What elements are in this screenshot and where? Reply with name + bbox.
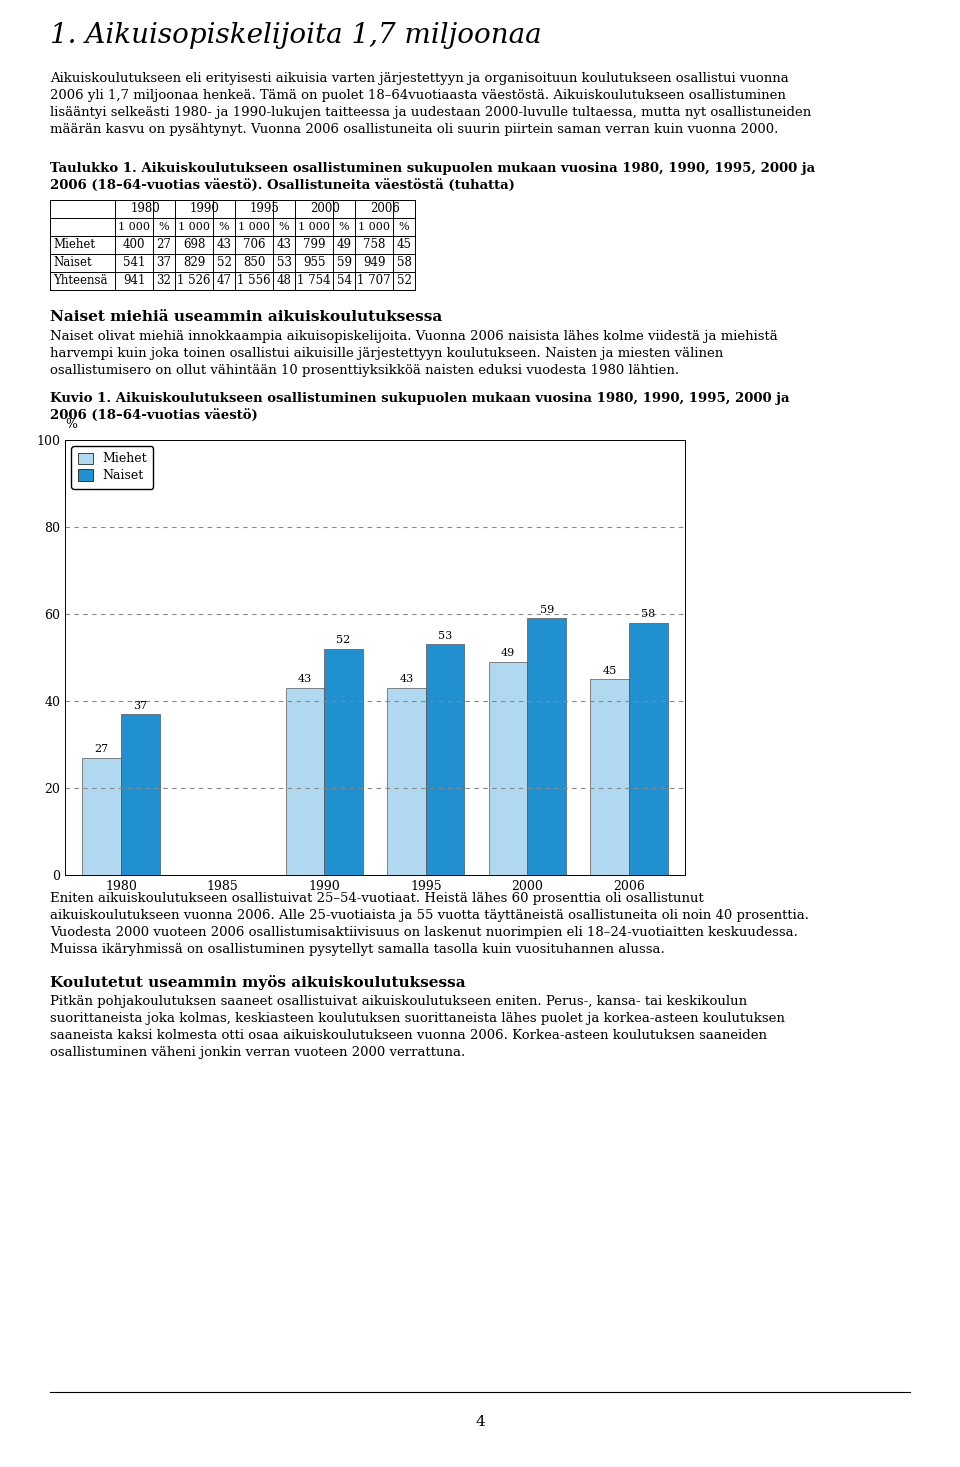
Text: 850: 850 [243, 257, 265, 270]
Text: %: % [339, 222, 349, 232]
Text: 52: 52 [396, 274, 412, 288]
Text: 4: 4 [475, 1416, 485, 1429]
Text: 758: 758 [363, 239, 385, 251]
Text: 706: 706 [243, 239, 265, 251]
Text: 53: 53 [276, 257, 292, 270]
Text: 829: 829 [182, 257, 205, 270]
Text: 1. Aikuisopiskelijoita 1,7 miljoonaa: 1. Aikuisopiskelijoita 1,7 miljoonaa [50, 22, 541, 48]
Text: 54: 54 [337, 274, 351, 288]
Text: Kuvio 1. Aikuiskoulutukseen osallistuminen sukupuolen mukaan vuosina 1980, 1990,: Kuvio 1. Aikuiskoulutukseen osallistumin… [50, 392, 789, 405]
Text: 49: 49 [501, 648, 516, 659]
Text: 2006: 2006 [370, 202, 400, 216]
Text: 27: 27 [94, 744, 108, 754]
Text: 1995: 1995 [250, 202, 280, 216]
Text: 1 000: 1 000 [178, 222, 210, 232]
Text: 1 000: 1 000 [298, 222, 330, 232]
Text: 1980: 1980 [131, 202, 160, 216]
Bar [83, 757, 121, 874]
Text: Pitkän pohjakoulutuksen saaneet osallistuivat aikuiskoulutukseen eniten. Perus-,: Pitkän pohjakoulutuksen saaneet osallist… [50, 995, 747, 1008]
Text: %: % [158, 222, 169, 232]
Text: 955: 955 [302, 257, 325, 270]
Text: Aikuiskoulutukseen eli erityisesti aikuisia varten järjestettyyn ja organisoituu: Aikuiskoulutukseen eli erityisesti aikui… [50, 72, 789, 85]
Text: osallistumisero on ollut vähintään 10 prosenttiyksikköä naisten eduksi vuodesta : osallistumisero on ollut vähintään 10 pr… [50, 364, 679, 377]
Text: 1 000: 1 000 [118, 222, 150, 232]
Text: lisääntyi selkeästi 1980- ja 1990-lukujen taitteessa ja uudestaan 2000-luvulle t: lisääntyi selkeästi 1980- ja 1990-lukuje… [50, 106, 811, 119]
Text: 27: 27 [156, 239, 172, 251]
Text: Yhteensä: Yhteensä [53, 274, 108, 288]
Text: 1990: 1990 [190, 202, 220, 216]
Text: 698: 698 [182, 239, 205, 251]
Bar [387, 688, 426, 874]
Text: saaneista kaksi kolmesta otti osaa aikuiskoulutukseen vuonna 2006. Korkea-asteen: saaneista kaksi kolmesta otti osaa aikui… [50, 1028, 767, 1042]
Text: määrän kasvu on pysähtynyt. Vuonna 2006 osallistuneita oli suurin piirtein saman: määrän kasvu on pysähtynyt. Vuonna 2006 … [50, 123, 779, 136]
Bar [590, 679, 629, 874]
Text: 52: 52 [217, 257, 231, 270]
Text: Taulukko 1. Aikuiskoulutukseen osallistuminen sukupuolen mukaan vuosina 1980, 19: Taulukko 1. Aikuiskoulutukseen osallistu… [50, 161, 815, 175]
Text: 58: 58 [641, 609, 656, 619]
Text: 541: 541 [123, 257, 145, 270]
Text: 2006 (18–64-vuotias väestö). Osallistuneita väestöstä (tuhatta): 2006 (18–64-vuotias väestö). Osallistune… [50, 179, 515, 192]
Text: 58: 58 [396, 257, 412, 270]
Text: 799: 799 [302, 239, 325, 251]
Text: Muissa ikäryhmissä on osallistuminen pysytellyt samalla tasolla kuin vuosituhann: Muissa ikäryhmissä on osallistuminen pys… [50, 943, 664, 956]
Text: 1 556: 1 556 [237, 274, 271, 288]
Text: 52: 52 [336, 635, 350, 645]
Text: Naiset: Naiset [53, 257, 91, 270]
Text: 47: 47 [217, 274, 231, 288]
Text: Eniten aikuiskoulutukseen osallistuivat 25–54-vuotiaat. Heistä lähes 60 prosentt: Eniten aikuiskoulutukseen osallistuivat … [50, 892, 704, 905]
Text: 49: 49 [337, 239, 351, 251]
Bar [527, 619, 566, 874]
Text: Vuodesta 2000 vuoteen 2006 osallistumisaktiivisuus on laskenut nuorimpien eli 18: Vuodesta 2000 vuoteen 2006 osallistumisa… [50, 926, 798, 939]
Text: 43: 43 [217, 239, 231, 251]
Text: 43: 43 [298, 675, 312, 685]
Text: 2006 (18–64-vuotias väestö): 2006 (18–64-vuotias väestö) [50, 409, 257, 422]
Text: Miehet: Miehet [53, 239, 95, 251]
Text: 43: 43 [399, 675, 414, 685]
Bar [324, 648, 363, 874]
Text: 400: 400 [123, 239, 145, 251]
Text: 48: 48 [276, 274, 292, 288]
Text: harvempi kuin joka toinen osallistui aikuisille järjestettyyn koulutukseen. Nais: harvempi kuin joka toinen osallistui aik… [50, 348, 723, 359]
Bar [489, 662, 527, 874]
Text: 1 707: 1 707 [357, 274, 391, 288]
Text: 59: 59 [337, 257, 351, 270]
Text: suorittaneista joka kolmas, keskiasteen koulutuksen suorittaneista lähes puolet : suorittaneista joka kolmas, keskiasteen … [50, 1012, 785, 1025]
Text: 45: 45 [396, 239, 412, 251]
Text: 2006 yli 1,7 miljoonaa henkeä. Tämä on puolet 18–64vuotiaasta väestöstä. Aikuisk: 2006 yli 1,7 miljoonaa henkeä. Tämä on p… [50, 89, 786, 103]
Text: 45: 45 [603, 666, 617, 676]
Text: aikuiskoulutukseen vuonna 2006. Alle 25-vuotiaista ja 55 vuotta täyttäneistä osa: aikuiskoulutukseen vuonna 2006. Alle 25-… [50, 910, 809, 921]
Text: 32: 32 [156, 274, 172, 288]
Text: 37: 37 [133, 701, 147, 710]
Legend: Miehet, Naiset: Miehet, Naiset [71, 446, 154, 489]
Text: 1 754: 1 754 [298, 274, 331, 288]
Text: %: % [219, 222, 229, 232]
Bar [629, 622, 668, 874]
Text: 53: 53 [438, 631, 452, 641]
Text: osallistuminen väheni jonkin verran vuoteen 2000 verrattuna.: osallistuminen väheni jonkin verran vuot… [50, 1046, 466, 1059]
Text: 941: 941 [123, 274, 145, 288]
Text: 2000: 2000 [310, 202, 340, 216]
Text: 37: 37 [156, 257, 172, 270]
Bar [285, 688, 324, 874]
Text: Koulutetut useammin myös aikuiskoulutuksessa: Koulutetut useammin myös aikuiskoulutuks… [50, 976, 466, 990]
Text: %: % [398, 222, 409, 232]
Text: Naiset olivat miehiä innokkaampia aikuisopiskelijoita. Vuonna 2006 naisista lähe: Naiset olivat miehiä innokkaampia aikuis… [50, 330, 778, 343]
Bar [121, 714, 159, 874]
Text: 59: 59 [540, 604, 554, 615]
Text: 1 000: 1 000 [358, 222, 390, 232]
Text: 43: 43 [276, 239, 292, 251]
Text: %: % [278, 222, 289, 232]
Text: 1 526: 1 526 [178, 274, 211, 288]
Text: Naiset miehiä useammin aikuiskoulutuksessa: Naiset miehiä useammin aikuiskoulutukses… [50, 310, 443, 324]
Text: 949: 949 [363, 257, 385, 270]
Text: %: % [65, 418, 77, 431]
Text: 1 000: 1 000 [238, 222, 270, 232]
Bar [426, 644, 465, 874]
